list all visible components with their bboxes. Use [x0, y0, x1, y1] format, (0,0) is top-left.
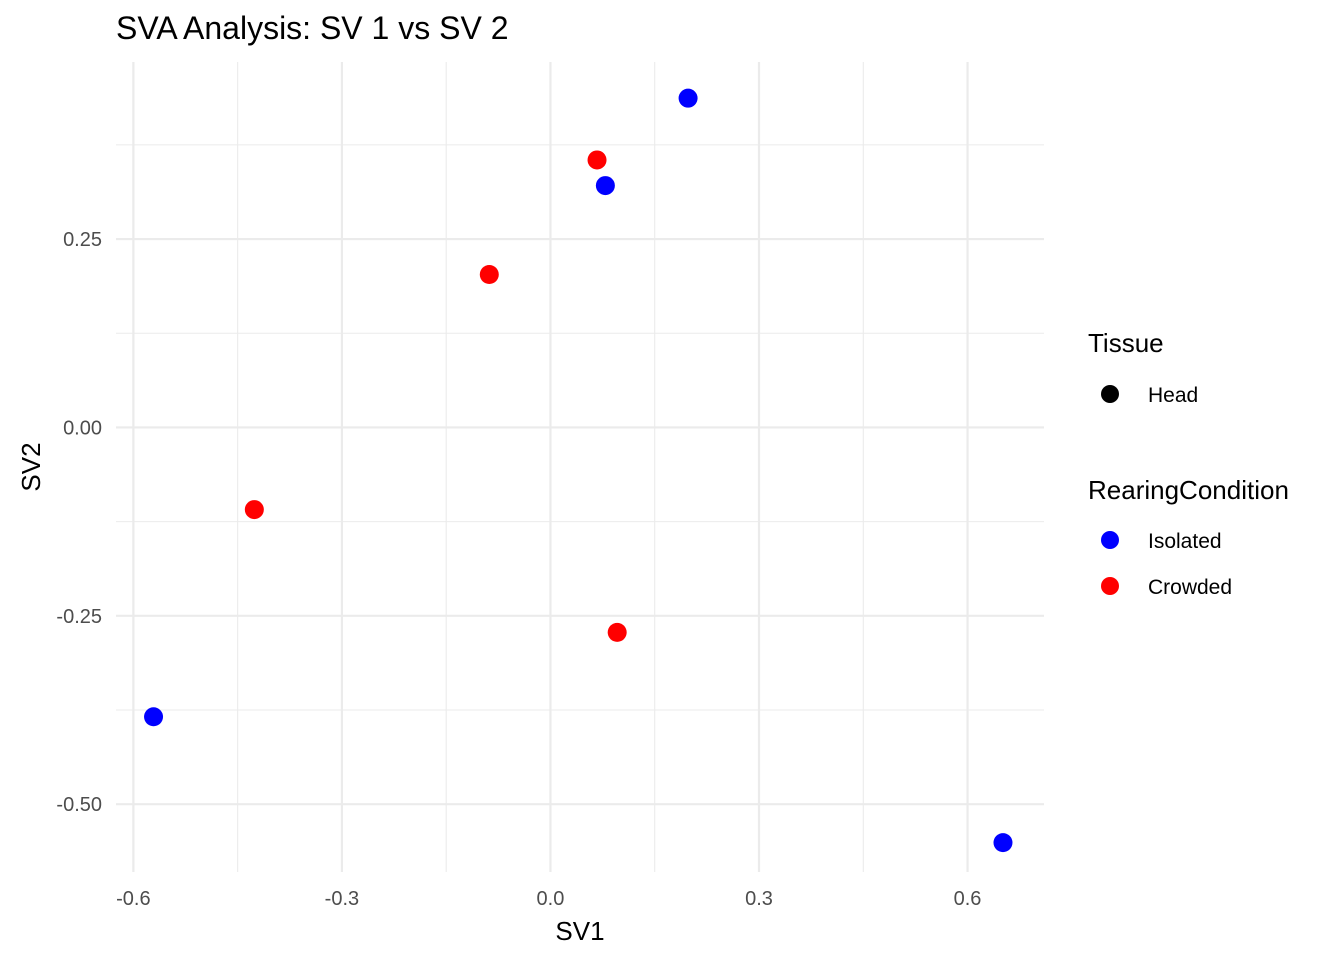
y-tick-label: 0.00 [63, 417, 102, 439]
y-tick-label: -0.50 [56, 794, 102, 816]
legend-head-swatch [1101, 385, 1119, 403]
legend-rearing-title: RearingCondition [1088, 475, 1289, 505]
data-point-crowded [244, 500, 264, 520]
x-tick-label: 0.3 [745, 888, 773, 910]
chart-title: SVA Analysis: SV 1 vs SV 2 [116, 10, 508, 46]
legend-tissue: Tissue Head [1088, 328, 1198, 407]
legend-head-label: Head [1148, 384, 1198, 407]
y-tick-label: -0.25 [56, 606, 102, 628]
y-tick-label: 0.25 [63, 229, 102, 251]
legend-crowded-label: Crowded [1148, 576, 1232, 599]
x-tick-label: 0.6 [954, 888, 982, 910]
data-point-isolated [993, 833, 1013, 853]
data-point-isolated [595, 176, 615, 196]
data-points [144, 88, 1013, 853]
legend-tissue-title: Tissue [1088, 328, 1164, 358]
y-axis-ticks: -0.50 -0.25 0.00 0.25 [56, 229, 102, 816]
legend-crowded-swatch [1101, 577, 1119, 595]
y-axis-title: SV2 [16, 442, 46, 491]
data-point-crowded [607, 622, 627, 642]
legend-isolated-label: Isolated [1148, 530, 1222, 553]
legend-isolated-swatch [1101, 531, 1119, 549]
x-tick-label: -0.3 [325, 888, 359, 910]
data-point-isolated [678, 88, 698, 108]
data-point-crowded [587, 150, 607, 170]
data-point-isolated [144, 707, 164, 727]
minor-gridlines [116, 62, 1044, 872]
major-gridlines [116, 62, 1044, 872]
x-axis-ticks: -0.6 -0.3 0.0 0.3 0.6 [116, 888, 981, 910]
legend-rearing-condition: RearingCondition Isolated Crowded [1088, 475, 1289, 599]
x-tick-label: 0.0 [537, 888, 565, 910]
data-point-crowded [479, 264, 499, 284]
x-axis-title: SV1 [555, 916, 604, 946]
x-tick-label: -0.6 [116, 888, 150, 910]
